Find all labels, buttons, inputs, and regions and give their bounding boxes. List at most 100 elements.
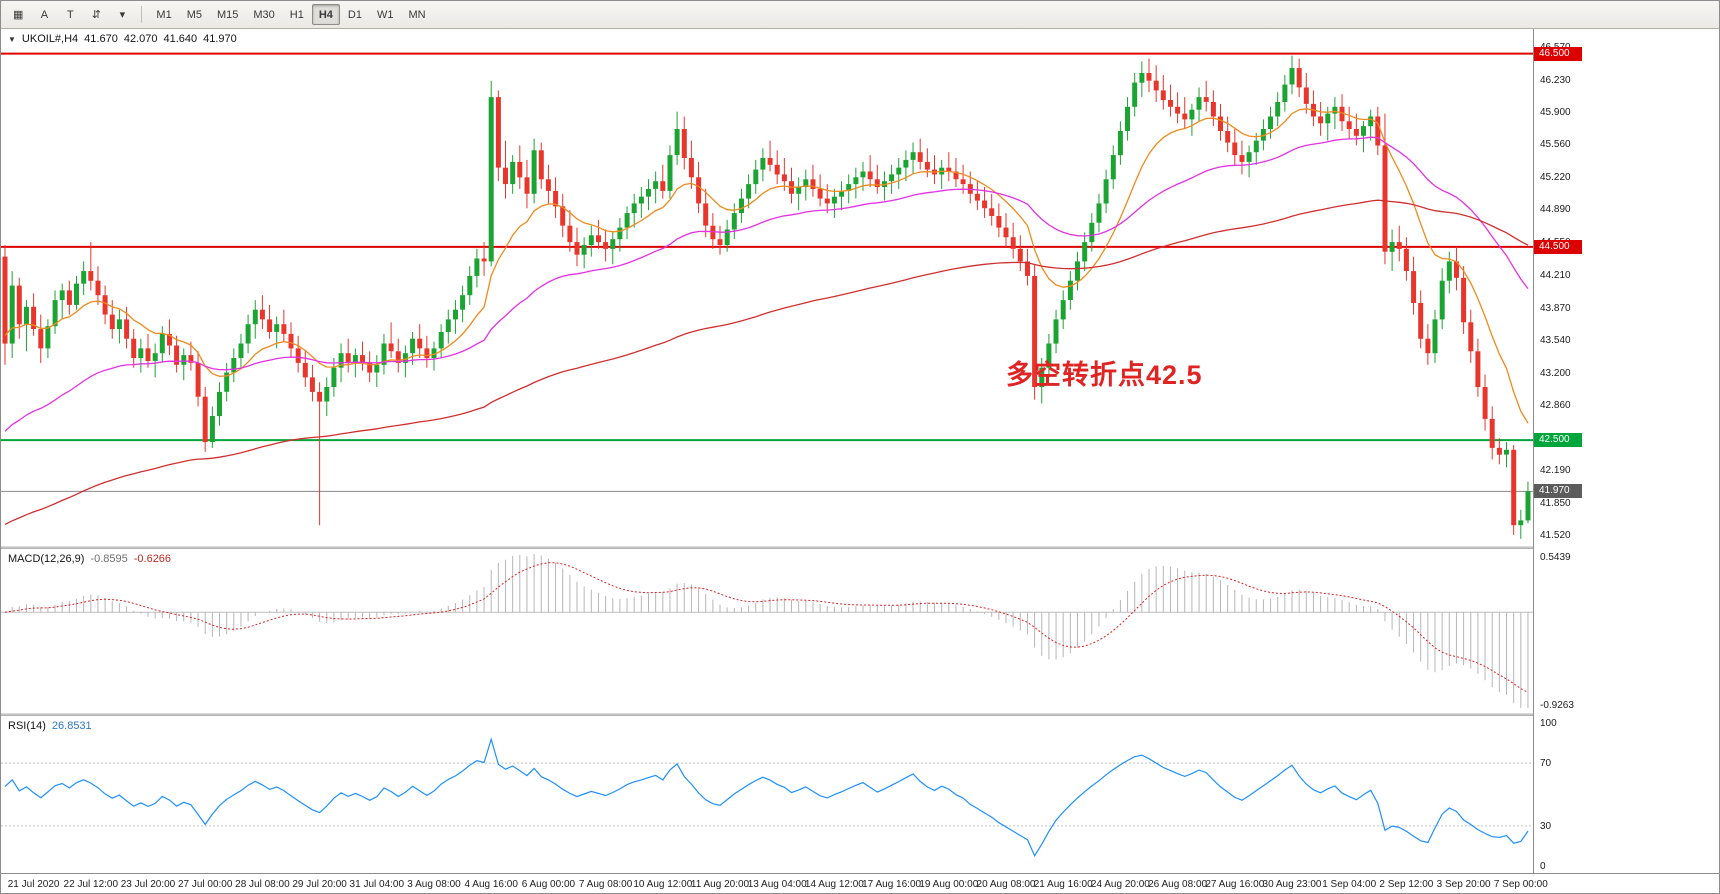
- timeframe-h1-button[interactable]: H1: [283, 4, 311, 25]
- candle-body: [624, 213, 630, 228]
- charts-bar-icon[interactable]: ▦: [6, 4, 30, 25]
- time-tick-label: 21 Aug 16:00: [1033, 879, 1093, 890]
- candle-body: [1168, 100, 1173, 107]
- candle-body: [753, 169, 759, 185]
- candle-body: [760, 158, 766, 170]
- candle-body: [638, 196, 644, 204]
- candle-body: [1504, 449, 1509, 455]
- price-badge-support-42500: 42.500: [1534, 433, 1582, 448]
- time-tick-label: 1 Sep 04:00: [1322, 879, 1377, 890]
- candle-body: [1296, 68, 1302, 88]
- candle-body: [1332, 106, 1338, 114]
- price-tick-label: 41.850: [1540, 497, 1571, 509]
- candle-body: [331, 367, 337, 387]
- ma-fast-line: [4, 108, 1529, 424]
- candle-body: [653, 181, 659, 189]
- candle-body: [739, 198, 744, 214]
- timeframe-m15-button[interactable]: M15: [210, 4, 245, 25]
- candle-body: [295, 348, 301, 363]
- candle-body: [781, 174, 787, 182]
- candle-body: [867, 171, 873, 180]
- candle-body: [531, 150, 537, 194]
- panel-splitter-rsi[interactable]: [1, 713, 1719, 716]
- macd-axis-max: 0.5439: [1540, 552, 1571, 563]
- candle-body: [803, 179, 809, 187]
- candle-body: [1046, 343, 1052, 368]
- candle-body: [1239, 155, 1245, 162]
- candle-body: [1089, 222, 1095, 243]
- rsi-axis-70: 70: [1540, 758, 1552, 770]
- candle-body: [517, 161, 523, 178]
- candle-body: [717, 239, 723, 245]
- candle-body: [1461, 277, 1467, 323]
- candle-body: [581, 245, 587, 255]
- candle-body: [1418, 303, 1424, 339]
- time-tick-label: 27 Aug 16:00: [1205, 879, 1265, 890]
- price-axis[interactable]: 46.57046.23045.90045.56045.22044.89044.5…: [1533, 29, 1719, 873]
- candle-body: [1318, 116, 1324, 124]
- timeframe-d1-button[interactable]: D1: [341, 4, 369, 25]
- candle-body: [660, 181, 666, 191]
- candle-body: [946, 167, 952, 172]
- candle-body: [317, 391, 323, 402]
- candle-body: [924, 161, 930, 170]
- timeframe-w1-button[interactable]: W1: [370, 4, 401, 25]
- cursor-a-icon[interactable]: A: [32, 4, 56, 25]
- timeframe-m5-button[interactable]: M5: [180, 4, 209, 25]
- candle-body: [245, 324, 251, 344]
- timeframe-mn-button[interactable]: MN: [401, 4, 432, 25]
- symbol-name: UKOIL#,H4: [21, 33, 79, 45]
- candle-body: [1039, 367, 1045, 387]
- candle-body: [109, 314, 115, 330]
- candle-body: [274, 324, 280, 332]
- time-tick-label: 2 Sep 12:00: [1379, 879, 1434, 890]
- candle-body: [1375, 116, 1381, 146]
- time-axis[interactable]: 21 Jul 2020 22 Jul 12:00 23 Jul 20:00 27 Ju…: [1, 873, 1719, 893]
- dropdown-icon[interactable]: ▾: [110, 4, 134, 25]
- candle-body: [974, 193, 980, 201]
- candle-body: [488, 97, 494, 262]
- candle-body: [417, 338, 423, 349]
- timeframe-h4-button[interactable]: H4: [311, 4, 340, 25]
- candle-body: [767, 158, 773, 165]
- candle-body: [474, 258, 480, 276]
- candle-body: [388, 343, 394, 352]
- close-value: 41.970: [203, 33, 237, 45]
- panel-splitter-macd[interactable]: [1, 546, 1719, 549]
- rsi-line: [4, 737, 1529, 857]
- text-tool-icon[interactable]: T: [58, 4, 82, 25]
- candle-body: [202, 396, 208, 443]
- candle-body: [553, 190, 559, 207]
- timeframe-m30-button[interactable]: M30: [246, 4, 281, 25]
- toolbar: ▦ A T ⇵ ▾ M1 M5 M15 M30 H1 H4 D1 W1 MN: [1, 1, 1719, 29]
- candle-body: [1025, 261, 1030, 276]
- candle-body: [116, 319, 122, 330]
- time-tick-label: 22 Jul 12:00: [63, 879, 119, 890]
- candle-body: [617, 227, 623, 240]
- candle-body: [1117, 131, 1123, 156]
- candle-body: [467, 275, 473, 296]
- candle-body: [495, 97, 501, 168]
- candle-body: [960, 179, 966, 185]
- macd-axis-min: -0.9263: [1540, 700, 1574, 711]
- scale-toggle-icon[interactable]: ⇵: [84, 4, 108, 25]
- candle-body: [267, 319, 273, 332]
- candle-body: [438, 332, 444, 349]
- candle-body: [853, 177, 859, 185]
- candle-body: [481, 258, 487, 262]
- low-value: 41.640: [163, 33, 198, 45]
- candle-body: [1368, 116, 1374, 127]
- candle-body: [896, 167, 902, 175]
- candle-body: [1425, 338, 1431, 354]
- candle-body: [445, 319, 451, 332]
- candle-body: [74, 283, 79, 305]
- time-tick-label: 7 Sep 00:00: [1493, 879, 1548, 890]
- symbol-ohlc-label: ▼ UKOIL#,H4 41.670 42.070 41.640 41.970: [8, 33, 237, 45]
- timeframe-m1-button[interactable]: M1: [149, 4, 178, 25]
- macd-main-value: -0.8595: [90, 553, 128, 565]
- candle-body: [1103, 179, 1109, 204]
- time-tick-label: 23 Jul 20:00: [120, 879, 176, 890]
- candle-body: [131, 338, 137, 358]
- candle-body: [224, 372, 230, 392]
